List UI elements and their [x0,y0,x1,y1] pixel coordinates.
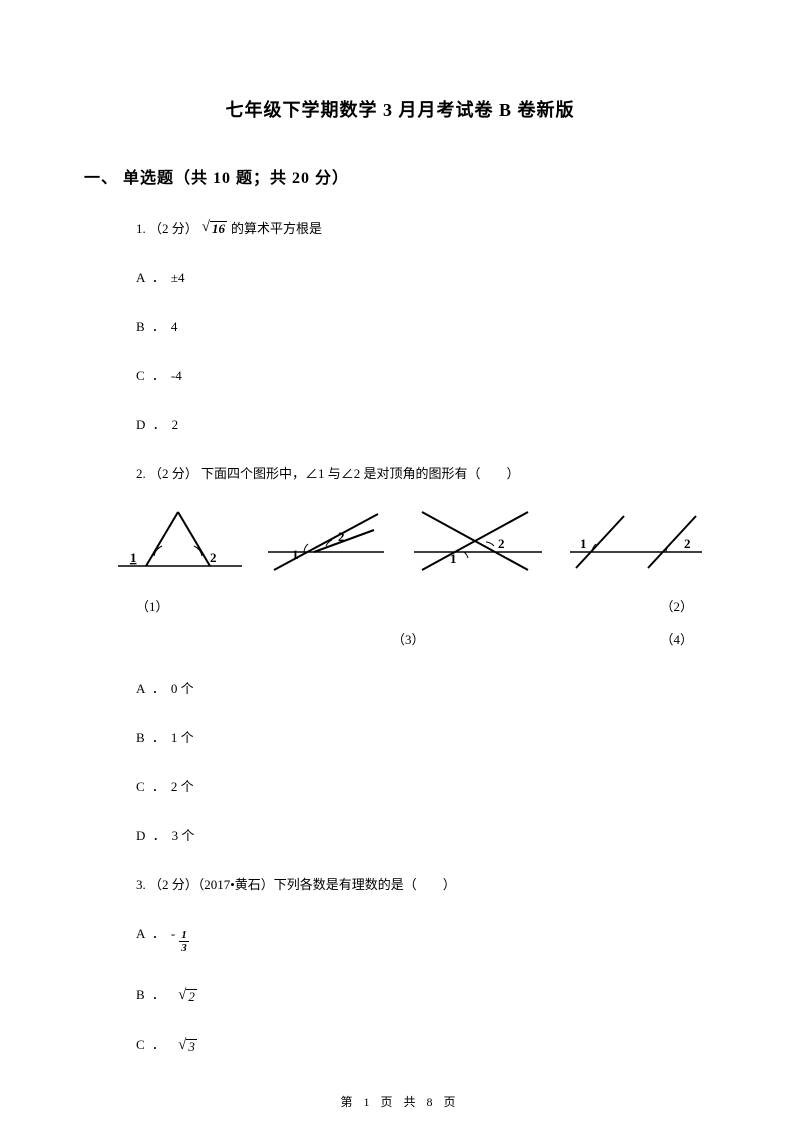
q1-option-d: D ． 2 [136,414,716,433]
q2-option-b: B ． 1 个 [136,727,716,746]
svg-text:2: 2 [210,550,217,565]
q1-rest: 的算术平方根是 [231,218,322,237]
q2-text: 2. （2 分） 下面四个图形中，∠1 与∠2 是对顶角的图形有（ ） [136,466,520,481]
figure-labels-row2: （3） （4） [136,629,716,648]
label-3: （3） [392,629,425,648]
figures-row: 1 2 1 2 1 2 1 2 [116,508,716,574]
q1-option-c: C ． -4 [136,365,716,384]
svg-text:1: 1 [580,536,587,551]
q1-option-b: B ． 4 [136,316,716,335]
q1-num: 1. （2 分） [136,218,198,237]
label-2: （2） [661,596,694,615]
q2-option-d: D ． 3 个 [136,825,716,844]
figure-1: 1 2 [116,508,244,574]
sqrt-2: √2 [178,987,197,1004]
svg-text:2: 2 [338,529,345,544]
svg-text:1: 1 [450,551,457,566]
label-1: （1） [136,596,169,615]
question-3: 3. （2 分）（2017•黄石）下列各数是有理数的是（ ） [136,874,716,893]
svg-text:2: 2 [498,536,505,551]
figure-4: 1 2 [566,508,706,574]
question-2: 2. （2 分） 下面四个图形中，∠1 与∠2 是对顶角的图形有（ ） [136,463,716,482]
q3-text: 3. （2 分）（2017•黄石）下列各数是有理数的是（ ） [136,877,456,892]
q2-option-c: C ． 2 个 [136,776,716,795]
fraction-1-3: 1 3 [179,929,189,954]
question-1: 1. （2 分） √16 的算术平方根是 [136,218,716,237]
section-header: 一、 单选题（共 10 题；共 20 分） [84,164,716,188]
svg-text:2: 2 [684,536,691,551]
page-footer: 第 1 页 共 8 页 [0,1093,800,1110]
q3-option-a: A ． - 1 3 [136,923,716,954]
label-4: （4） [661,629,694,648]
sqrt-3: √3 [178,1037,197,1054]
page-title: 七年级下学期数学 3 月月考试卷 B 卷新版 [84,0,716,122]
figure-2: 1 2 [262,508,390,574]
figure-labels-row1: （1） （2） [136,596,716,615]
q2-option-a: A ． 0 个 [136,678,716,697]
figure-3: 1 2 [408,508,548,574]
svg-text:1: 1 [130,550,137,565]
q1-option-a: A ． ±4 [136,267,716,286]
q3-option-b: B ． √2 [136,984,716,1004]
q3-option-c: C ． √3 [136,1034,716,1054]
sqrt-16: √16 [202,219,227,236]
svg-text:1: 1 [292,547,299,562]
